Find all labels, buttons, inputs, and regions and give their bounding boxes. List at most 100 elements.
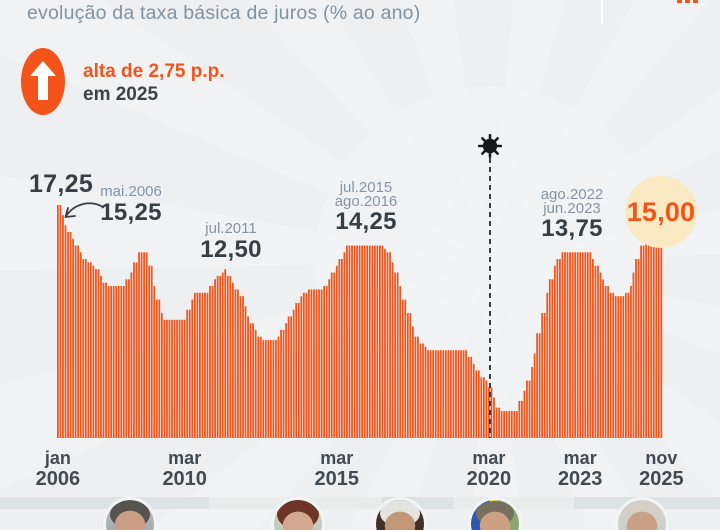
x-tick-label: mar 2020 — [466, 448, 512, 491]
bar — [414, 336, 417, 438]
bar — [115, 286, 118, 438]
bar — [434, 350, 437, 438]
bar — [292, 309, 295, 438]
bar — [229, 275, 232, 438]
bar — [655, 235, 658, 438]
bar — [231, 282, 234, 438]
annotation-value: 15,00 — [626, 196, 696, 227]
bar — [211, 286, 214, 438]
bar — [247, 316, 249, 438]
bar — [640, 245, 642, 438]
bar — [657, 235, 660, 438]
bar — [315, 289, 318, 438]
bar — [556, 259, 559, 438]
bar — [318, 289, 320, 438]
bar — [100, 275, 102, 438]
background-tick-decoration — [601, 0, 603, 23]
annotation-date: ago.2016 — [334, 192, 398, 210]
bar — [460, 350, 462, 438]
bar — [630, 286, 632, 438]
bar — [642, 245, 645, 438]
bar — [602, 279, 604, 438]
virus-icon — [477, 134, 502, 158]
bar — [313, 289, 315, 438]
bar — [237, 289, 239, 438]
bar — [559, 259, 561, 438]
bar — [209, 286, 211, 438]
bar — [117, 286, 120, 438]
bar — [635, 259, 637, 438]
bar — [188, 309, 191, 438]
bar — [176, 319, 178, 438]
bar — [325, 286, 328, 438]
bar — [533, 353, 536, 438]
bar — [112, 286, 115, 438]
bar — [191, 299, 194, 438]
bar — [226, 275, 229, 438]
bar — [135, 262, 138, 438]
bar — [551, 279, 554, 438]
bar — [536, 333, 538, 438]
x-tick-label: nov 2025 — [639, 448, 684, 491]
bar — [163, 319, 166, 438]
bar — [614, 296, 617, 438]
bar — [561, 252, 564, 438]
bar — [295, 302, 298, 438]
annotation-date: jul.2011 — [205, 220, 257, 237]
bar — [356, 245, 358, 438]
bar — [660, 235, 663, 438]
bar — [244, 306, 247, 438]
bar — [102, 282, 105, 438]
bar — [599, 272, 602, 438]
bar — [391, 262, 394, 438]
bar — [528, 380, 531, 438]
bar — [305, 292, 308, 438]
bar — [204, 292, 206, 438]
bar — [320, 289, 323, 438]
bar — [604, 286, 607, 438]
annotation-mai2006: mai.2006 15,25 — [100, 184, 162, 226]
bar — [249, 323, 252, 438]
bar — [396, 272, 399, 438]
bar — [381, 245, 384, 438]
bar — [242, 296, 244, 438]
bar — [358, 245, 361, 438]
page-title: evolução da taxa básica de juros (% ao a… — [27, 2, 421, 24]
bar — [480, 377, 483, 438]
bar — [619, 296, 622, 438]
bar — [546, 292, 549, 438]
annotation-jul2011: jul.2011 12,50 — [200, 220, 262, 262]
bar — [521, 400, 523, 438]
bar — [171, 319, 173, 438]
bar — [419, 343, 422, 438]
bar — [432, 350, 435, 438]
bar — [409, 313, 412, 438]
annotation-value: 15,25 — [100, 198, 162, 226]
bar — [287, 316, 290, 438]
bar — [234, 289, 237, 438]
bar — [586, 252, 589, 438]
bar — [143, 252, 145, 438]
bar — [262, 340, 265, 438]
selic-monthly-bars — [57, 205, 663, 438]
bar — [272, 340, 275, 438]
bar — [148, 265, 151, 438]
bar — [500, 410, 503, 438]
bar — [155, 299, 158, 438]
bar — [186, 309, 189, 438]
term-segment — [0, 497, 209, 509]
bar — [584, 252, 587, 438]
bar — [379, 245, 381, 438]
bar — [612, 292, 615, 438]
bar — [564, 252, 566, 438]
bar — [363, 245, 366, 438]
bar — [153, 286, 156, 438]
bar — [269, 340, 272, 438]
bar — [335, 265, 338, 438]
bar — [348, 245, 351, 438]
bar — [77, 245, 80, 438]
bar — [130, 272, 133, 438]
bar — [300, 296, 303, 438]
bar — [592, 259, 594, 438]
